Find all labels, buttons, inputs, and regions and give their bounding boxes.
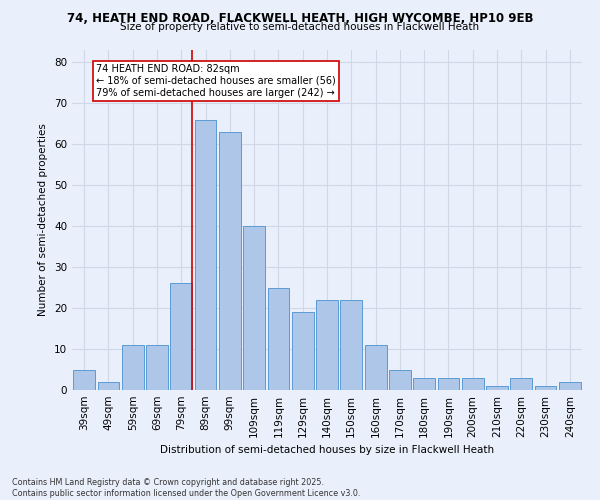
Bar [340,300,362,390]
Bar [316,300,338,390]
Bar [243,226,265,390]
Bar [97,382,119,390]
Bar [170,284,192,390]
Bar [462,378,484,390]
Text: Contains HM Land Registry data © Crown copyright and database right 2025.
Contai: Contains HM Land Registry data © Crown c… [12,478,361,498]
Bar [389,370,411,390]
X-axis label: Distribution of semi-detached houses by size in Flackwell Heath: Distribution of semi-detached houses by … [160,446,494,456]
Y-axis label: Number of semi-detached properties: Number of semi-detached properties [38,124,49,316]
Bar [146,345,168,390]
Bar [559,382,581,390]
Bar [413,378,435,390]
Bar [73,370,95,390]
Bar [268,288,289,390]
Bar [437,378,460,390]
Bar [486,386,508,390]
Text: 74, HEATH END ROAD, FLACKWELL HEATH, HIGH WYCOMBE, HP10 9EB: 74, HEATH END ROAD, FLACKWELL HEATH, HIG… [67,12,533,26]
Text: Size of property relative to semi-detached houses in Flackwell Heath: Size of property relative to semi-detach… [121,22,479,32]
Bar [535,386,556,390]
Bar [511,378,532,390]
Bar [292,312,314,390]
Bar [365,345,386,390]
Bar [219,132,241,390]
Bar [122,345,143,390]
Text: 74 HEATH END ROAD: 82sqm
← 18% of semi-detached houses are smaller (56)
79% of s: 74 HEATH END ROAD: 82sqm ← 18% of semi-d… [96,64,336,98]
Bar [194,120,217,390]
